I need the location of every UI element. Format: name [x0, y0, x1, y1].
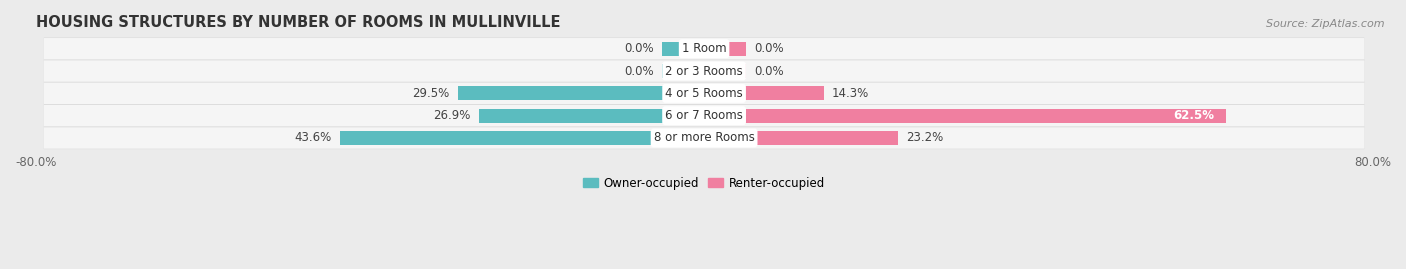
- Legend: Owner-occupied, Renter-occupied: Owner-occupied, Renter-occupied: [579, 172, 830, 194]
- Text: 0.0%: 0.0%: [754, 65, 785, 77]
- Text: 62.5%: 62.5%: [1173, 109, 1213, 122]
- Bar: [340, 131, 704, 145]
- Bar: [457, 86, 704, 100]
- FancyBboxPatch shape: [44, 60, 1364, 82]
- Bar: [662, 42, 704, 56]
- Text: 0.0%: 0.0%: [624, 65, 654, 77]
- FancyBboxPatch shape: [44, 60, 1364, 82]
- FancyBboxPatch shape: [44, 105, 1364, 127]
- FancyBboxPatch shape: [44, 38, 1364, 59]
- Text: 26.9%: 26.9%: [433, 109, 471, 122]
- Text: 43.6%: 43.6%: [294, 132, 332, 144]
- Bar: [662, 64, 704, 78]
- Text: Source: ZipAtlas.com: Source: ZipAtlas.com: [1267, 19, 1385, 29]
- Bar: [479, 109, 704, 123]
- Text: 14.3%: 14.3%: [832, 87, 869, 100]
- Text: 29.5%: 29.5%: [412, 87, 450, 100]
- FancyBboxPatch shape: [44, 105, 1364, 126]
- Bar: [704, 109, 1226, 123]
- Text: 8 or more Rooms: 8 or more Rooms: [654, 132, 755, 144]
- FancyBboxPatch shape: [44, 127, 1364, 149]
- Bar: [704, 86, 824, 100]
- Text: 0.0%: 0.0%: [624, 42, 654, 55]
- Text: 6 or 7 Rooms: 6 or 7 Rooms: [665, 109, 742, 122]
- Text: 0.0%: 0.0%: [754, 42, 785, 55]
- Text: 1 Room: 1 Room: [682, 42, 727, 55]
- Text: 2 or 3 Rooms: 2 or 3 Rooms: [665, 65, 742, 77]
- FancyBboxPatch shape: [44, 127, 1364, 149]
- Text: HOUSING STRUCTURES BY NUMBER OF ROOMS IN MULLINVILLE: HOUSING STRUCTURES BY NUMBER OF ROOMS IN…: [35, 15, 560, 30]
- Bar: [704, 131, 898, 145]
- Text: 4 or 5 Rooms: 4 or 5 Rooms: [665, 87, 742, 100]
- FancyBboxPatch shape: [44, 83, 1364, 104]
- Text: 23.2%: 23.2%: [907, 132, 943, 144]
- Bar: [704, 42, 745, 56]
- FancyBboxPatch shape: [44, 82, 1364, 105]
- Bar: [704, 64, 745, 78]
- FancyBboxPatch shape: [44, 38, 1364, 60]
